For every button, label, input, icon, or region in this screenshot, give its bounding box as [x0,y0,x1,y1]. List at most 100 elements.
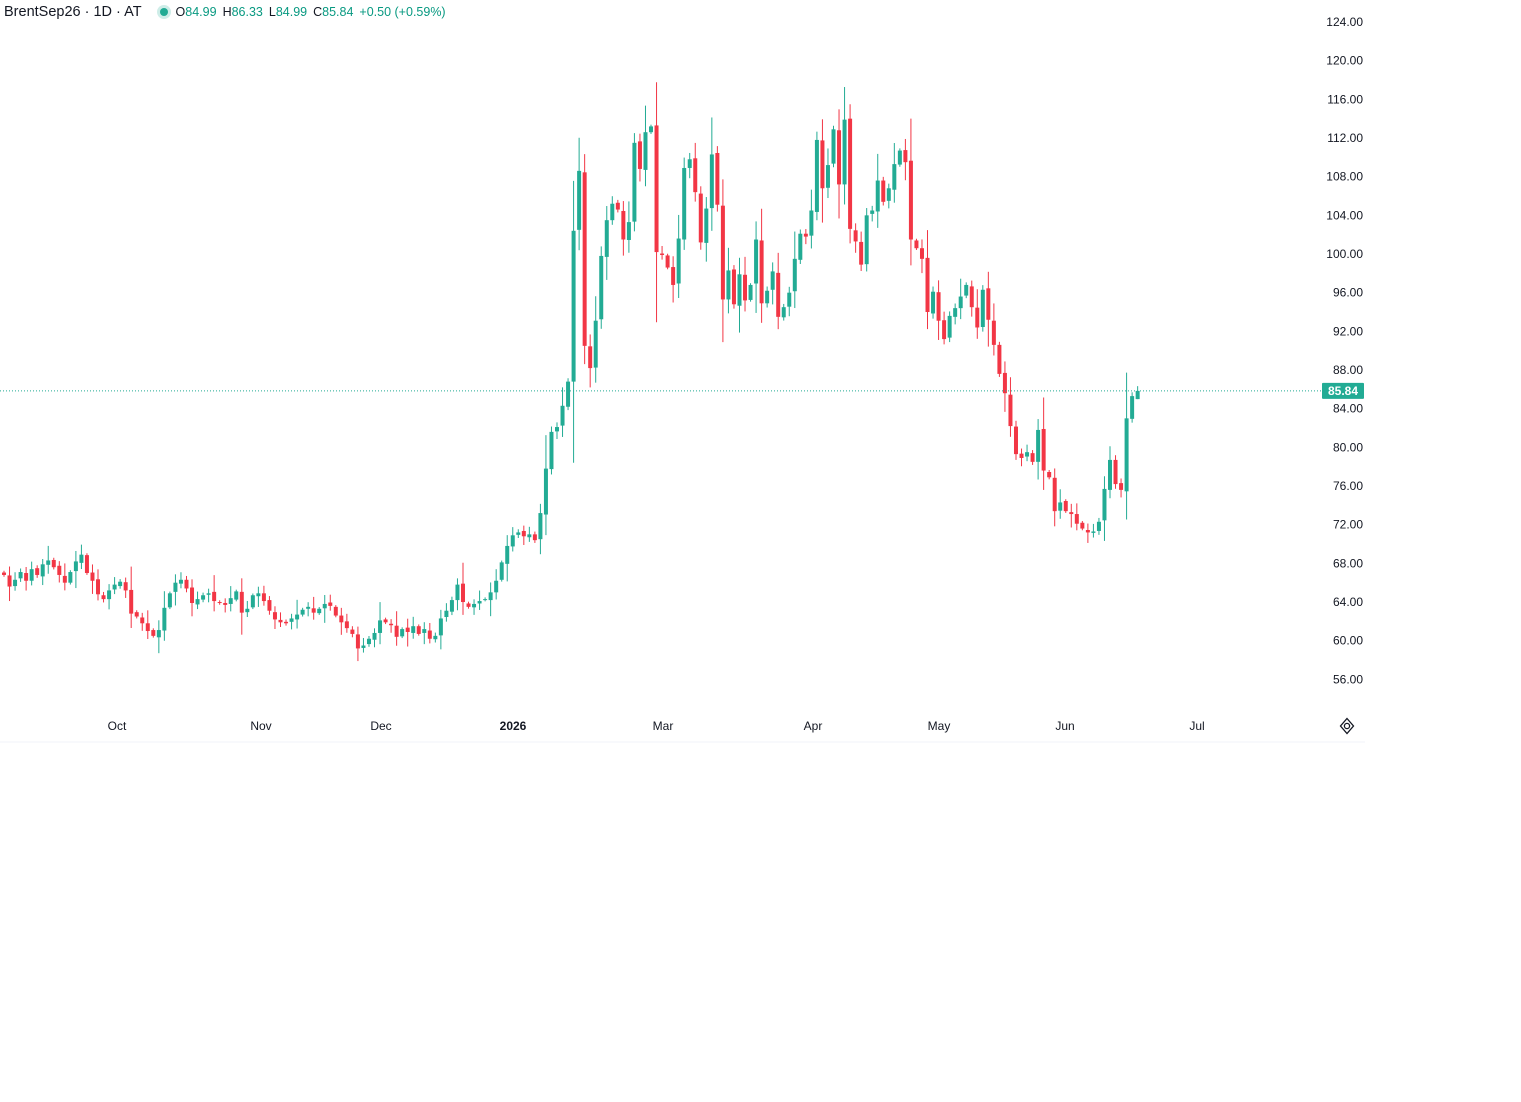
y-tick-label: 84.00 [1333,402,1363,416]
candle [803,229,808,245]
candle [250,593,255,610]
candle-body [720,205,725,300]
candle-body [1085,530,1090,533]
candle-body [1002,372,1007,394]
candle-body [521,530,526,537]
candle [505,535,510,582]
candle [35,565,40,578]
candle-body [1096,521,1101,531]
candle [975,289,980,339]
candle [654,82,659,323]
candle-body [167,593,172,608]
candle [1080,521,1085,531]
candle-body [671,267,676,285]
candle-body [79,554,84,563]
candle-body [389,623,394,626]
candle [350,626,355,638]
candle [1074,503,1079,531]
candle-body [156,630,161,638]
candle [383,617,388,625]
candle [936,280,941,340]
candle-body [162,607,167,631]
x-tick-label: Apr [804,719,823,733]
symbol-title[interactable]: BrentSep26 · 1D · AT [4,4,142,20]
candle [112,577,117,595]
candle-body [908,160,913,240]
candle [18,568,23,582]
candle-body [488,592,493,601]
candle [57,561,62,583]
candle [908,118,913,266]
candle-body [654,125,659,253]
candle [588,334,593,388]
candle [886,183,891,209]
candle-body [532,534,537,541]
candle-body [593,320,598,368]
candle-body [306,606,311,609]
candle [51,557,56,570]
candle [538,503,543,555]
candle [527,526,532,542]
candle [101,591,106,603]
candle [361,637,366,653]
y-tick-label: 120.00 [1326,54,1363,68]
candle-body [765,290,770,304]
high-value: 86.33 [231,5,263,19]
candle [317,607,322,615]
candle-body [516,532,521,535]
candle [781,303,786,321]
candle [466,601,471,609]
settings-icon[interactable] [1337,716,1357,736]
candle-body [217,602,222,604]
candle [604,206,609,280]
candle-body [272,612,277,620]
candle-body [118,581,123,587]
candle-body [1013,426,1018,455]
y-tick-label: 80.00 [1333,440,1363,454]
candle [555,422,559,439]
candle [40,559,45,586]
candle [1058,489,1063,519]
time-axis[interactable]: Oct Nov Dec 2026 Mar Apr May Jun Jul [0,719,1365,743]
candle-body [588,346,593,369]
candle [449,596,454,616]
y-tick-label: 72.00 [1333,518,1363,532]
candle-body [267,600,272,611]
candle-body [455,584,460,601]
candle [925,230,930,330]
candle-body [1135,390,1140,400]
candle-body [372,632,377,640]
candle-body [1124,418,1129,492]
candle [1108,446,1112,499]
y-tick-label: 112.00 [1327,131,1363,145]
candle-body [931,291,936,314]
x-tick-label: Jun [1055,719,1074,733]
candle [566,378,571,411]
candle [284,619,289,626]
candle-body [582,172,587,346]
candle-body [46,560,51,565]
candle [737,257,742,333]
change-value: +0.50 (+0.59%) [359,5,446,19]
candle [1047,469,1052,480]
candle [422,622,427,645]
x-tick-label: 2026 [500,719,527,733]
candle-body [1008,394,1013,427]
candle-body [223,602,228,605]
candle-body [411,626,416,633]
candle [687,152,692,179]
price-axis[interactable]: 124.00 120.00 116.00 112.00 108.00 104.00 100.… [1326,15,1363,686]
candle-body [73,561,78,572]
candle [626,201,631,253]
candle-body [731,269,736,305]
candle-body [1091,531,1096,533]
candle [46,545,51,574]
candle-body [555,427,559,432]
candle [178,572,183,589]
candle [416,624,421,636]
candle-body [317,608,322,614]
candle-body [919,248,924,259]
candle-body [881,180,886,202]
candle-body [693,158,698,193]
